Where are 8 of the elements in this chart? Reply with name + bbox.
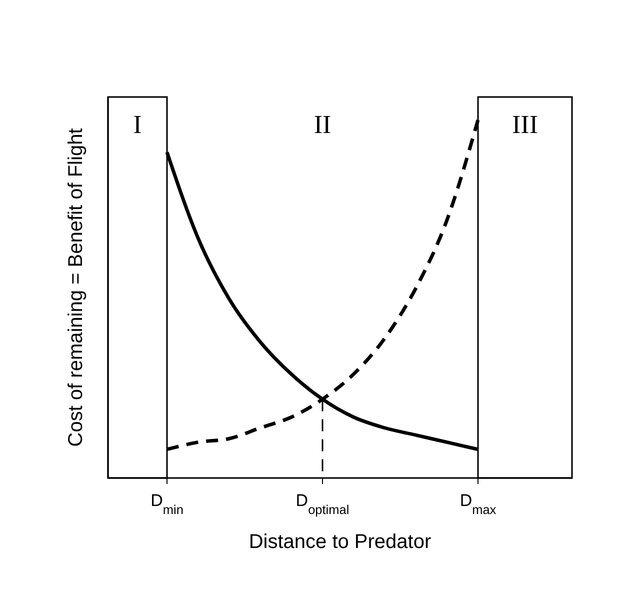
text: I <box>133 110 142 139</box>
x-tick-label: D$_{optimal}$ <box>296 491 350 516</box>
x-axis-title: Distance to Predator <box>248 531 432 553</box>
x-tick-label: D$_{min}$ <box>150 491 184 516</box>
y-axis-title: Cost of remaining = Benefit of Flight <box>65 128 87 447</box>
text: III <box>512 110 538 139</box>
annotation: II <box>314 110 332 139</box>
x-tick-label: D$_{max}$ <box>460 491 497 516</box>
